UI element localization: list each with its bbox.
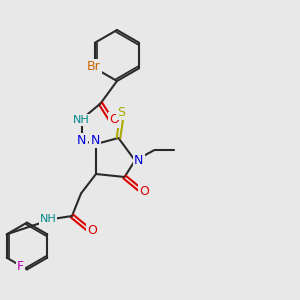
Text: N: N — [90, 134, 100, 147]
Text: Br: Br — [86, 60, 100, 73]
Text: N: N — [77, 134, 86, 148]
Text: NH: NH — [40, 214, 56, 224]
Text: N: N — [134, 154, 143, 167]
Text: NH: NH — [73, 115, 89, 125]
Text: O: O — [110, 113, 119, 127]
Text: O: O — [87, 224, 97, 238]
Text: F: F — [17, 260, 24, 274]
Text: S: S — [118, 106, 125, 119]
Text: O: O — [140, 185, 149, 199]
